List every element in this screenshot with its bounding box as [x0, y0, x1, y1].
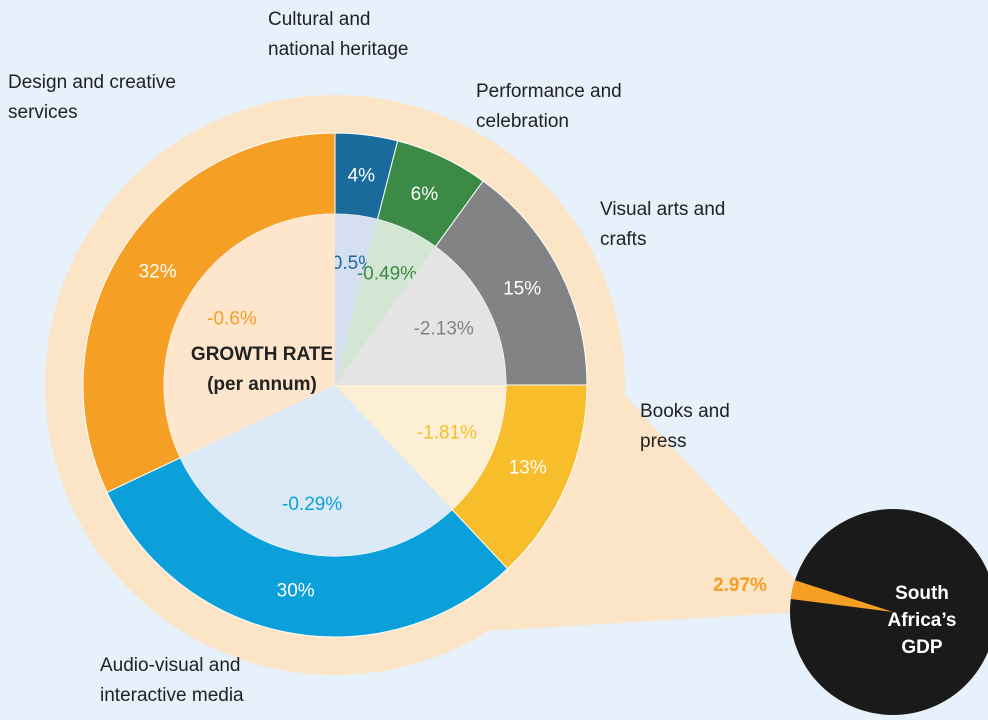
inner-segment [335, 214, 378, 385]
gdp-label: South [895, 583, 949, 604]
category-label: Cultural and national heritage [268, 9, 409, 60]
segment [106, 457, 509, 638]
category-label: Performance and celebration [476, 81, 622, 132]
inner-segment [335, 385, 506, 510]
value-label: 32% [139, 261, 177, 282]
inner-segment [163, 214, 335, 458]
category-label: Design and creative services [8, 72, 176, 123]
inner-segment [180, 385, 453, 556]
category-label: Visual arts and crafts [600, 199, 726, 250]
gdp-value-label: 2.97% [713, 575, 767, 596]
growth-label: -1.81% [417, 422, 477, 443]
gdp-label: Africa’s [888, 610, 957, 631]
center-label: GROWTH RATE [191, 344, 333, 365]
center-label: (per annum) [207, 374, 317, 395]
inner-segment [335, 246, 506, 385]
category-label: Books and press [640, 401, 730, 452]
growth-label: -2.13% [414, 319, 474, 340]
growth-label: -0.29% [282, 494, 342, 515]
growth-label: -0.6% [207, 309, 257, 330]
gdp-circle [790, 509, 988, 715]
value-label: 4% [348, 166, 376, 187]
value-label: 15% [503, 279, 541, 300]
inner-segment [335, 219, 436, 385]
growth-label: -0.49% [357, 264, 417, 285]
growth-label: -0.5% [325, 253, 375, 274]
category-label: Audio-visual and interactive media [100, 655, 244, 706]
value-label: 13% [509, 457, 547, 478]
value-label: 6% [411, 184, 439, 205]
gdp-label: GDP [901, 637, 943, 658]
value-label: 30% [277, 580, 315, 601]
gdp-wedge [790, 580, 893, 612]
